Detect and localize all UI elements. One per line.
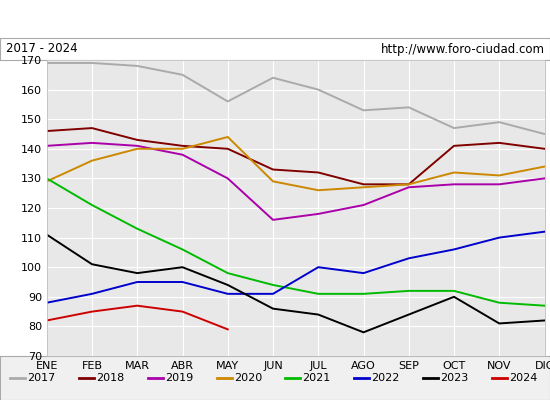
Text: 2024: 2024 xyxy=(509,373,537,383)
Text: 2017 - 2024: 2017 - 2024 xyxy=(6,42,77,56)
Text: 2023: 2023 xyxy=(440,373,468,383)
Text: http://www.foro-ciudad.com: http://www.foro-ciudad.com xyxy=(381,42,544,56)
Text: 2018: 2018 xyxy=(96,373,124,383)
Text: 2020: 2020 xyxy=(234,373,262,383)
Text: Evolucion del paro registrado en Boborás: Evolucion del paro registrado en Boborás xyxy=(117,11,433,27)
Text: 2019: 2019 xyxy=(165,373,193,383)
Text: 2021: 2021 xyxy=(302,373,331,383)
Text: 2017: 2017 xyxy=(28,373,56,383)
Text: 2022: 2022 xyxy=(371,373,400,383)
